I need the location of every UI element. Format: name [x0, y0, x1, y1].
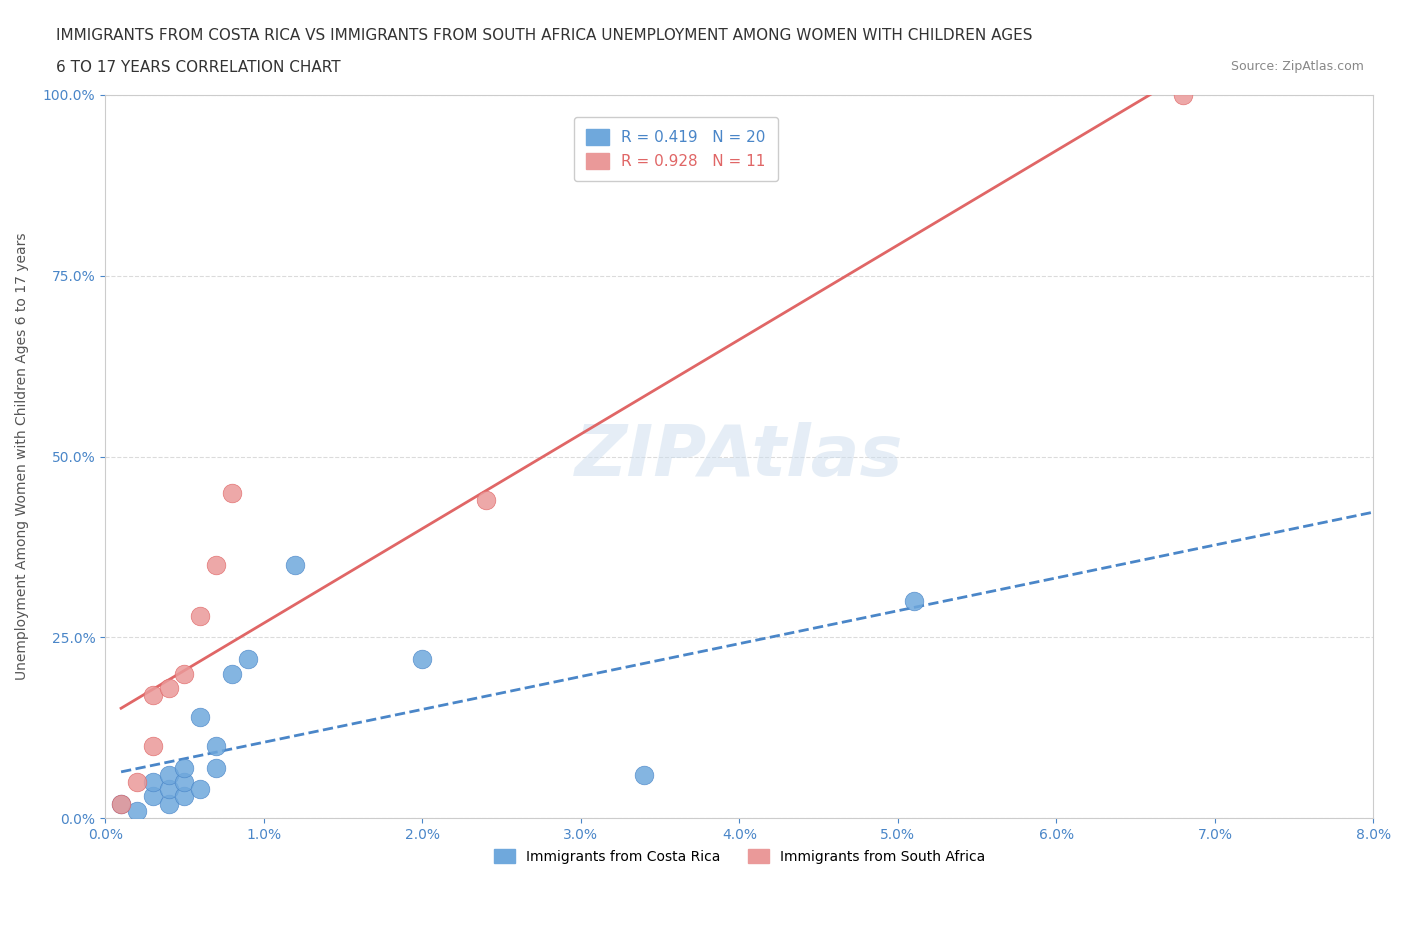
Y-axis label: Unemployment Among Women with Children Ages 6 to 17 years: Unemployment Among Women with Children A…: [15, 232, 30, 680]
Point: [474, 493, 496, 508]
Point: [142, 789, 165, 804]
Point: [411, 652, 433, 667]
Point: [142, 688, 165, 703]
Point: [221, 485, 243, 500]
Point: [188, 710, 211, 724]
Point: [125, 804, 148, 818]
Point: [205, 738, 228, 753]
Point: [157, 796, 180, 811]
Point: [173, 760, 195, 775]
Point: [157, 782, 180, 797]
Text: ZIPAtlas: ZIPAtlas: [575, 422, 904, 491]
Point: [173, 775, 195, 790]
Point: [157, 681, 180, 696]
Point: [205, 558, 228, 573]
Point: [284, 558, 307, 573]
Point: [221, 666, 243, 681]
Legend: Immigrants from Costa Rica, Immigrants from South Africa: Immigrants from Costa Rica, Immigrants f…: [488, 844, 991, 869]
Point: [110, 796, 132, 811]
Point: [142, 738, 165, 753]
Point: [188, 608, 211, 623]
Text: Source: ZipAtlas.com: Source: ZipAtlas.com: [1230, 60, 1364, 73]
Point: [205, 760, 228, 775]
Point: [173, 666, 195, 681]
Point: [173, 789, 195, 804]
Point: [125, 775, 148, 790]
Text: IMMIGRANTS FROM COSTA RICA VS IMMIGRANTS FROM SOUTH AFRICA UNEMPLOYMENT AMONG WO: IMMIGRANTS FROM COSTA RICA VS IMMIGRANTS…: [56, 28, 1033, 43]
Point: [188, 782, 211, 797]
Point: [157, 767, 180, 782]
Point: [142, 775, 165, 790]
Point: [1173, 87, 1195, 102]
Text: 6 TO 17 YEARS CORRELATION CHART: 6 TO 17 YEARS CORRELATION CHART: [56, 60, 340, 75]
Point: [236, 652, 259, 667]
Point: [633, 767, 655, 782]
Point: [110, 796, 132, 811]
Point: [903, 593, 925, 608]
